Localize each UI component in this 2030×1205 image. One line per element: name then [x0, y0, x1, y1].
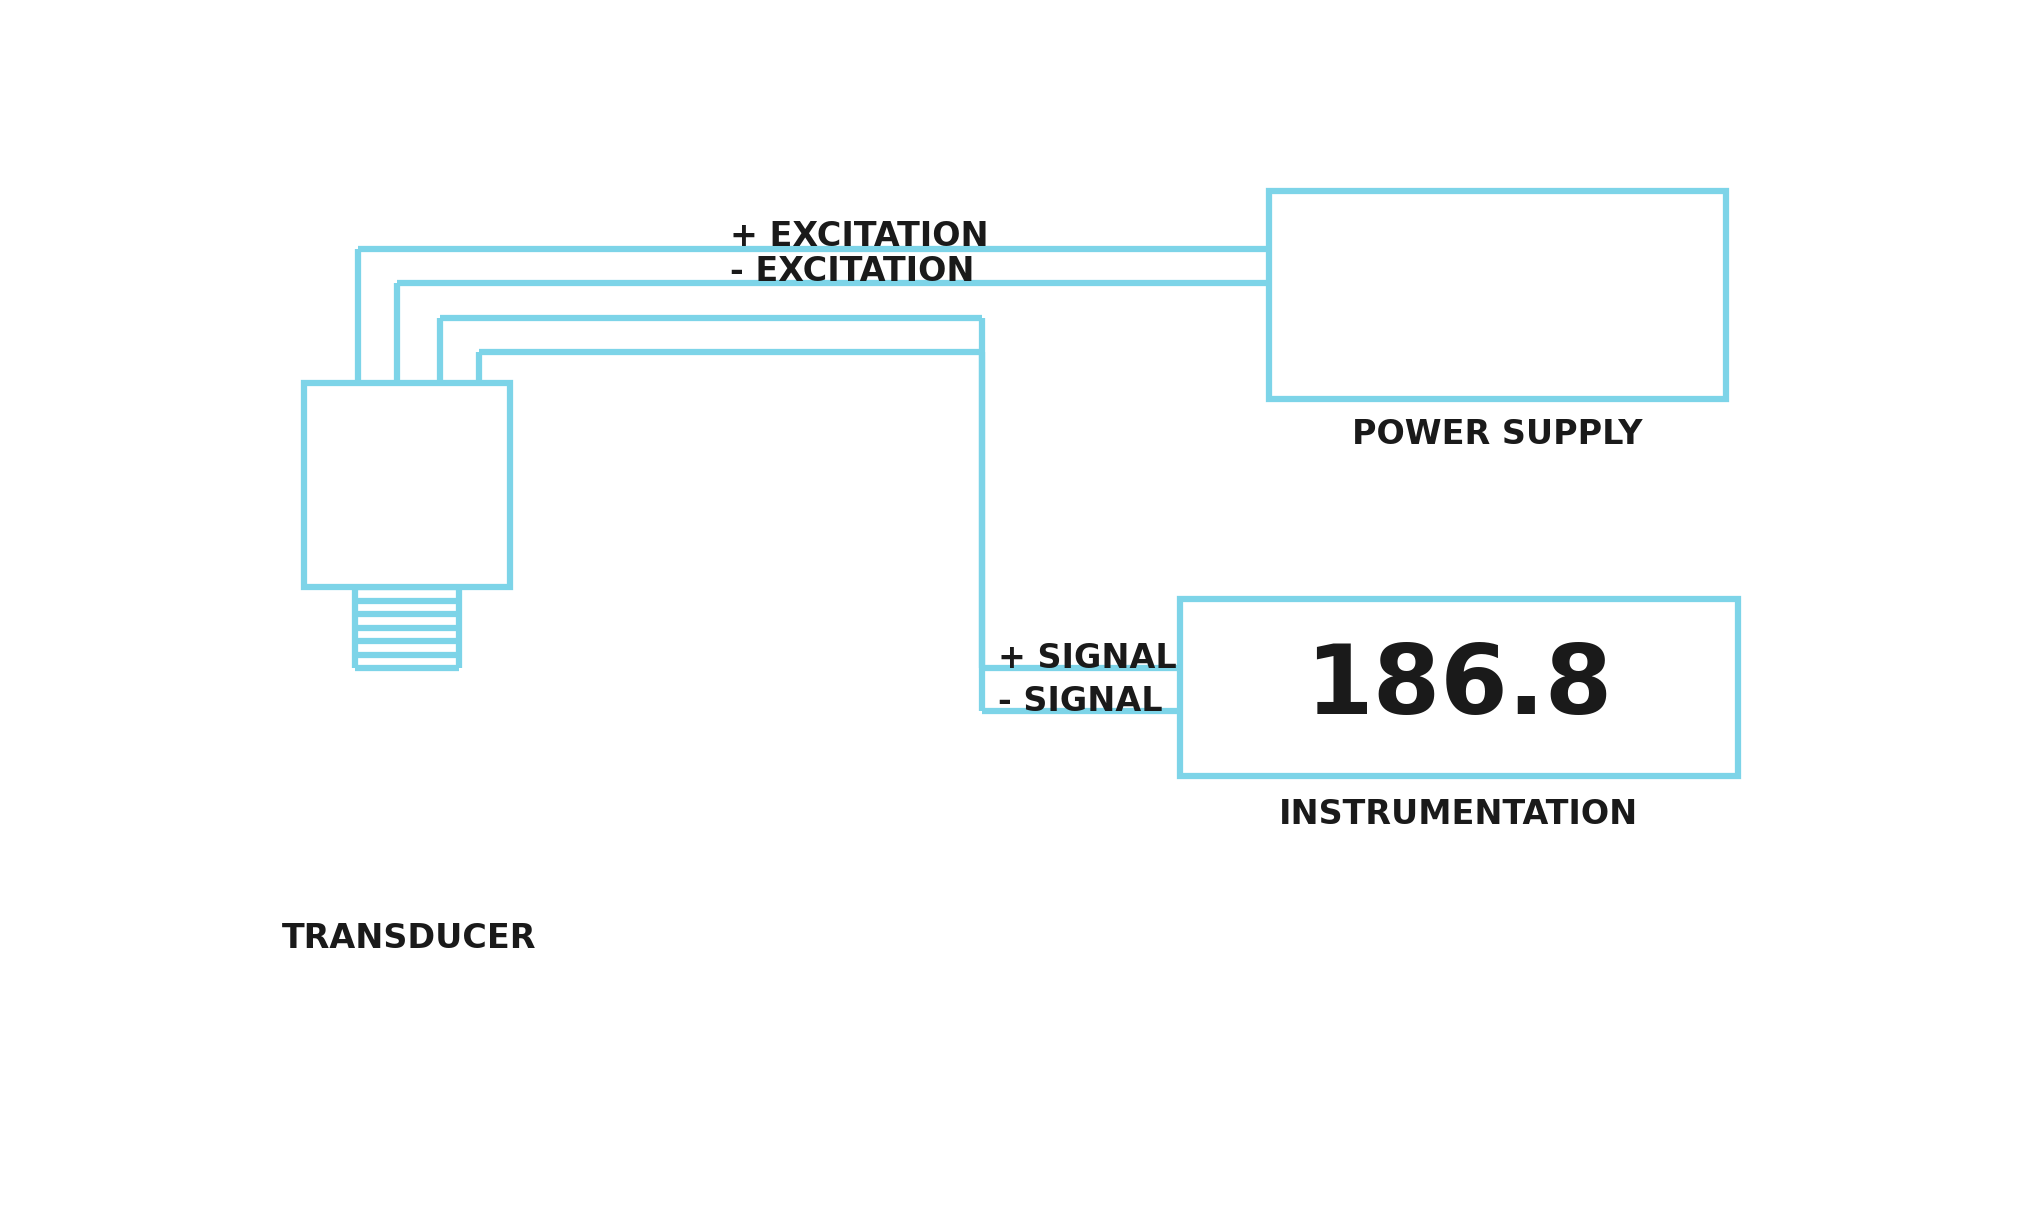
Text: POWER SUPPLY: POWER SUPPLY — [1352, 418, 1642, 451]
Text: - SIGNAL: - SIGNAL — [999, 684, 1163, 718]
Bar — [1269, 190, 1726, 399]
Text: INSTRUMENTATION: INSTRUMENTATION — [1279, 798, 1638, 830]
Text: 186.8: 186.8 — [1305, 641, 1612, 734]
Bar — [304, 383, 510, 587]
Text: + SIGNAL: + SIGNAL — [999, 642, 1177, 676]
Bar — [1179, 599, 1738, 776]
Text: + EXCITATION: + EXCITATION — [731, 221, 989, 253]
Text: - EXCITATION: - EXCITATION — [731, 255, 974, 288]
Text: TRANSDUCER: TRANSDUCER — [282, 922, 536, 956]
